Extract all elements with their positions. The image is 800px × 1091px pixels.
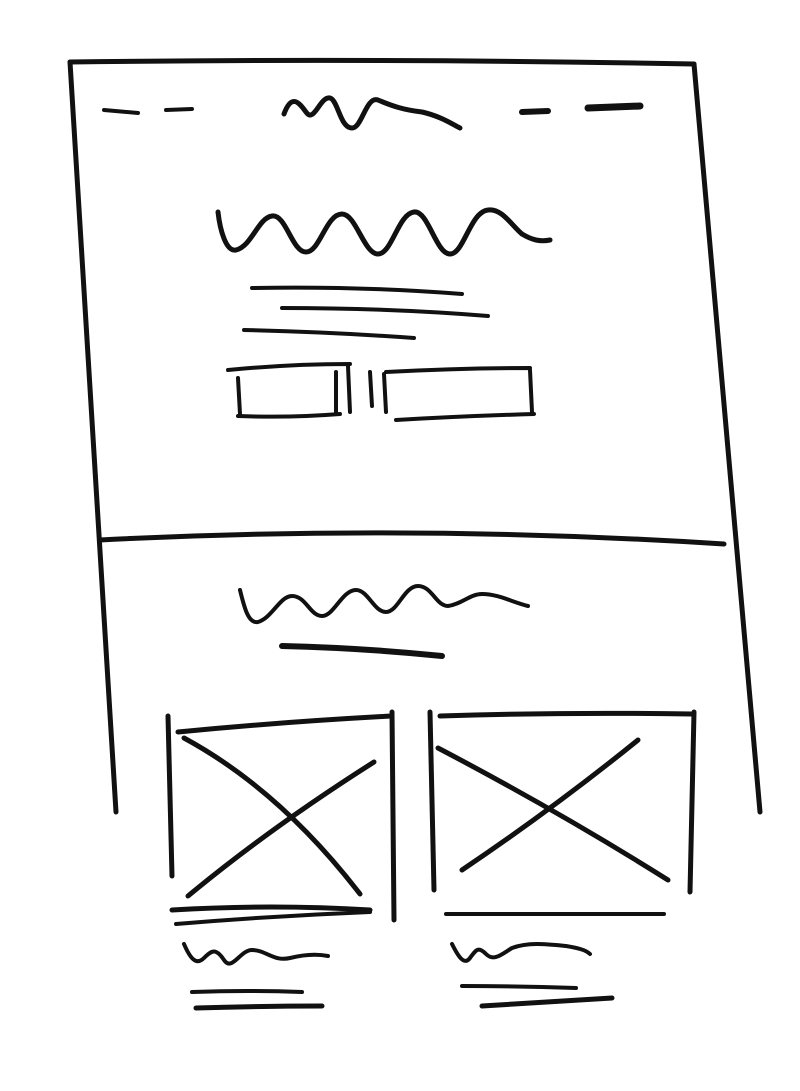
hero-text-lines	[242, 285, 490, 340]
nav-link-1[interactable]	[102, 108, 140, 115]
card-1[interactable]	[165, 709, 397, 1011]
card-1-text-line-1	[190, 989, 304, 994]
section-heading	[238, 584, 530, 625]
hero-headline	[215, 207, 553, 257]
hero-text-line-1	[250, 285, 464, 296]
image-placeholder-x	[181, 735, 377, 899]
card-1-title	[182, 942, 330, 966]
section-subheading	[279, 643, 445, 659]
card-1-caption-line	[174, 910, 372, 926]
frame-top-edge	[67, 57, 697, 67]
hero-text-line-2	[280, 306, 490, 318]
frame-right-edge	[691, 61, 763, 815]
nav-link-3[interactable]	[519, 108, 551, 115]
card-2-text-line-1	[460, 984, 578, 990]
card-2-image-placeholder	[427, 709, 697, 895]
hero-section	[102, 95, 644, 422]
nav-link-2[interactable]	[164, 107, 194, 112]
card-1-image-placeholder	[165, 709, 397, 923]
card-2-title	[450, 942, 592, 963]
card-2[interactable]	[427, 709, 697, 1009]
nav-logo[interactable]	[281, 95, 463, 131]
content-section	[165, 584, 697, 1011]
nav-link-4[interactable]	[584, 102, 644, 112]
secondary-button[interactable]	[368, 366, 536, 422]
card-2-text-line-2	[479, 995, 615, 1009]
top-nav	[102, 95, 644, 131]
hero-text-line-3	[242, 328, 416, 340]
frame-left-edge	[67, 59, 119, 815]
primary-button[interactable]	[226, 362, 352, 419]
card-1-text-line-2	[193, 1003, 325, 1011]
image-placeholder-x	[435, 737, 671, 883]
hero-buttons	[226, 362, 536, 422]
section-divider	[97, 530, 727, 547]
page-frame	[67, 57, 763, 815]
